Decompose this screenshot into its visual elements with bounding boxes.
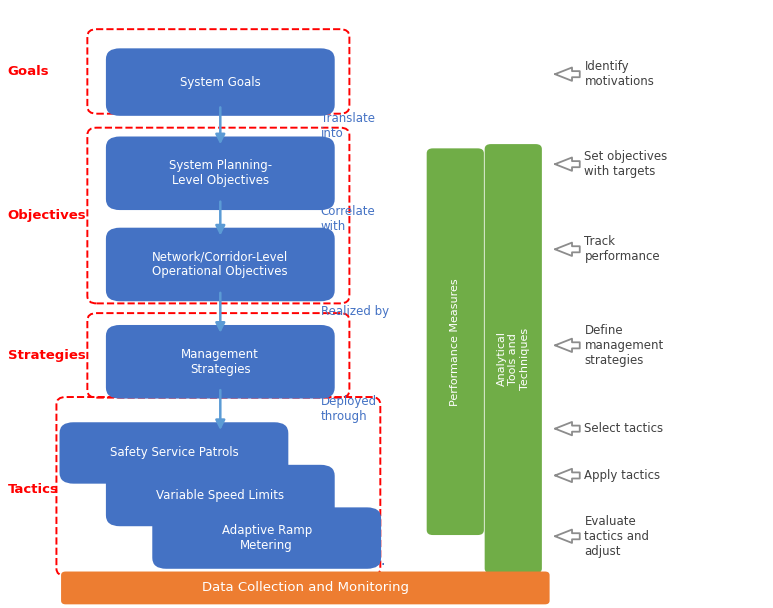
Text: Set objectives
with targets: Set objectives with targets	[584, 150, 668, 178]
FancyBboxPatch shape	[427, 148, 484, 535]
FancyBboxPatch shape	[106, 465, 335, 526]
Text: Performance Measures: Performance Measures	[451, 278, 460, 406]
Text: Data Collection and Monitoring: Data Collection and Monitoring	[202, 581, 409, 595]
Text: Adaptive Ramp
Metering: Adaptive Ramp Metering	[222, 524, 312, 552]
Text: Select tactics: Select tactics	[584, 422, 663, 435]
Text: Analytical
Tools and
Techniques: Analytical Tools and Techniques	[497, 328, 530, 390]
FancyBboxPatch shape	[106, 228, 335, 302]
Text: Management
Strategies: Management Strategies	[182, 348, 259, 376]
FancyBboxPatch shape	[152, 507, 381, 569]
Text: System Planning-
Level Objectives: System Planning- Level Objectives	[169, 159, 272, 187]
Text: Track
performance: Track performance	[584, 235, 660, 263]
Text: Deployed
through: Deployed through	[321, 395, 377, 423]
FancyBboxPatch shape	[60, 422, 288, 484]
Text: Variable Speed Limits: Variable Speed Limits	[156, 489, 284, 502]
Text: Evaluate
tactics and
adjust: Evaluate tactics and adjust	[584, 515, 649, 558]
Text: ...: ...	[372, 553, 386, 568]
Text: Goals: Goals	[8, 65, 49, 78]
FancyBboxPatch shape	[106, 325, 335, 399]
Text: System Goals: System Goals	[180, 75, 261, 89]
FancyBboxPatch shape	[61, 572, 550, 604]
Text: Translate
into: Translate into	[321, 112, 375, 140]
Text: Apply tactics: Apply tactics	[584, 469, 660, 482]
FancyBboxPatch shape	[106, 49, 335, 116]
FancyBboxPatch shape	[106, 137, 335, 210]
Text: Safety Service Patrols: Safety Service Patrols	[110, 446, 238, 460]
Text: Network/Corridor-Level
Operational Objectives: Network/Corridor-Level Operational Objec…	[152, 250, 288, 278]
Text: Realized by: Realized by	[321, 305, 389, 318]
FancyBboxPatch shape	[485, 144, 542, 573]
Text: Tactics: Tactics	[8, 483, 59, 496]
Text: Define
management
strategies: Define management strategies	[584, 324, 664, 367]
Text: Objectives: Objectives	[8, 209, 87, 223]
Text: Strategies: Strategies	[8, 349, 86, 362]
Text: Correlate
with: Correlate with	[321, 205, 376, 233]
Text: Identify
motivations: Identify motivations	[584, 60, 654, 88]
